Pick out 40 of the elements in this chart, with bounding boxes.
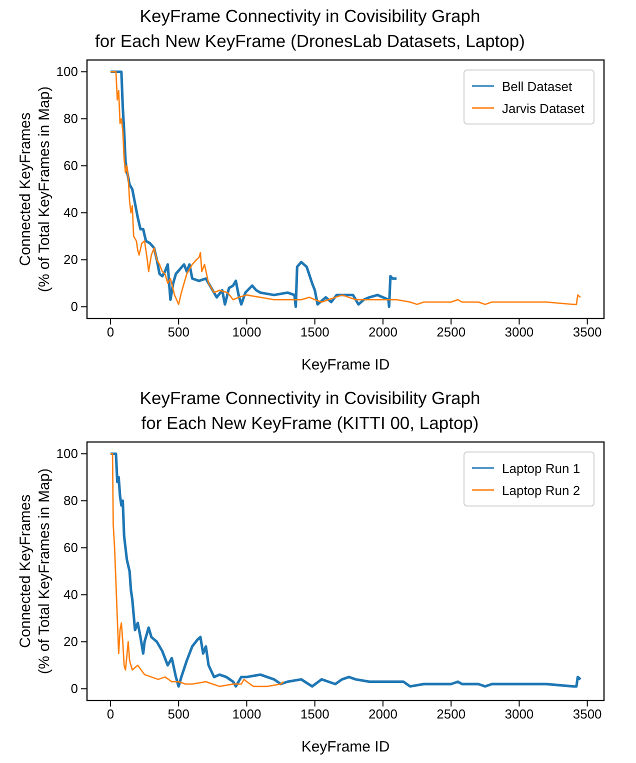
legend-label: Bell Dataset — [502, 79, 572, 94]
x-tick-label: 0 — [106, 324, 114, 340]
line-series — [110, 452, 284, 687]
x-tick-label: 3000 — [504, 324, 534, 340]
legend-label: Laptop Run 2 — [502, 482, 580, 498]
x-tick-label: 1500 — [300, 706, 330, 722]
y-tick-label: 60 — [64, 539, 78, 554]
x-tick-label: 2000 — [368, 706, 398, 722]
y-tick-label: 20 — [64, 252, 78, 267]
x-tick-label: 500 — [168, 706, 190, 722]
x-tick-label: 1000 — [232, 324, 262, 340]
chart-title: KeyFrame Connectivity in Covisibility Graph for Each New KeyFrame (DronesLab Datasets, Laptop) — [95, 6, 525, 51]
y-tick-label: 100 — [56, 64, 78, 79]
y-tick-label: 60 — [64, 158, 78, 173]
line-series — [109, 452, 582, 688]
x-tick-label: 2000 — [368, 324, 398, 340]
y-tick-label: 0 — [70, 680, 78, 696]
x-tick-label: 1000 — [232, 706, 262, 722]
y-tick-label: 80 — [64, 492, 78, 508]
x-tick-label: 3000 — [504, 706, 534, 722]
y-tick-label: 20 — [64, 633, 78, 648]
y-axis-title: Connected KeyFrames (% of Total KeyFrames in Map) — [17, 86, 53, 292]
chart-title: KeyFrame Connectivity in Covisibility Graph for Each New KeyFrame (KITTI 00, Laptop) — [140, 388, 480, 432]
y-tick-label: 0 — [70, 298, 78, 314]
legend-label: Laptop Run 1 — [502, 460, 580, 476]
y-axis-title: Connected KeyFrames (% of Total KeyFrames in Map) — [17, 468, 53, 674]
x-tick-label: 3500 — [572, 706, 602, 722]
x-tick-label: 500 — [168, 324, 190, 340]
x-axis-title: KeyFrame ID — [301, 738, 390, 755]
x-tick-label: 1500 — [300, 324, 330, 340]
x-tick-label: 2500 — [436, 706, 466, 722]
x-tick-label: 2500 — [436, 324, 466, 340]
x-axis-title: KeyFrame ID — [301, 356, 390, 374]
y-tick-label: 80 — [64, 110, 78, 126]
y-tick-label: 100 — [56, 445, 78, 460]
x-tick-label: 3500 — [572, 324, 602, 340]
y-tick-label: 40 — [64, 586, 78, 602]
legend-label: Jarvis Dataset — [502, 101, 585, 116]
y-tick-label: 40 — [64, 204, 78, 220]
x-tick-label: 0 — [106, 706, 114, 722]
